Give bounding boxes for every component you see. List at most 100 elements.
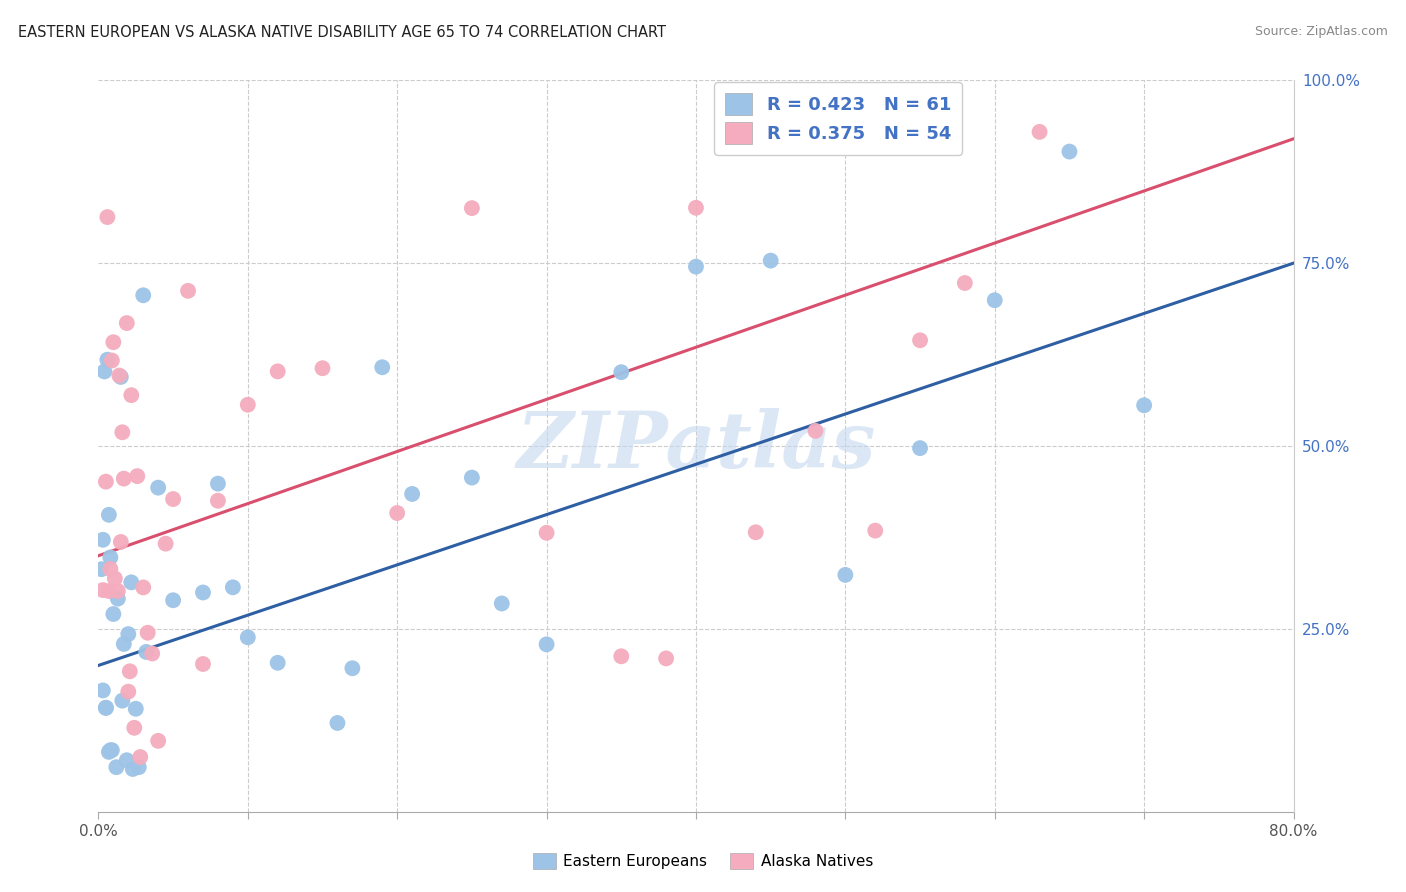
Point — [105, 847, 128, 861]
Point — [461, 201, 484, 215]
Point — [103, 607, 125, 621]
Point — [236, 398, 259, 412]
Point — [135, 645, 157, 659]
Point — [101, 743, 124, 757]
Point — [96, 352, 118, 367]
Point — [685, 201, 707, 215]
Point — [148, 734, 170, 748]
Point — [536, 525, 558, 540]
Point — [117, 684, 139, 698]
Point — [207, 493, 229, 508]
Point — [118, 869, 141, 883]
Point — [1028, 125, 1050, 139]
Point — [356, 885, 378, 892]
Point — [401, 487, 423, 501]
Point — [127, 469, 149, 483]
Point — [110, 535, 132, 549]
Point — [105, 760, 128, 774]
Point — [101, 353, 124, 368]
Point — [342, 661, 364, 675]
Point — [155, 536, 177, 550]
Point — [125, 702, 148, 716]
Point — [117, 627, 139, 641]
Point — [94, 700, 117, 714]
Point — [120, 388, 142, 402]
Point — [191, 585, 214, 599]
Point — [136, 625, 159, 640]
Point — [297, 871, 319, 886]
Legend: Eastern Europeans, Alaska Natives: Eastern Europeans, Alaska Natives — [527, 847, 879, 875]
Point — [98, 743, 122, 757]
Point — [97, 584, 120, 599]
Point — [162, 491, 184, 506]
Point — [177, 284, 200, 298]
Point — [107, 584, 129, 599]
Point — [984, 293, 1007, 308]
Point — [97, 508, 120, 522]
Point — [128, 760, 150, 774]
Point — [759, 253, 782, 268]
Point — [132, 288, 155, 302]
Point — [132, 581, 155, 595]
Point — [121, 762, 143, 776]
Point — [610, 365, 633, 379]
Point — [111, 693, 134, 707]
Point — [96, 210, 118, 224]
Point — [162, 593, 184, 607]
Point — [94, 701, 117, 715]
Point — [610, 649, 633, 664]
Point — [155, 870, 177, 884]
Point — [461, 470, 484, 484]
Point — [93, 28, 115, 42]
Point — [207, 476, 229, 491]
Point — [91, 583, 114, 598]
Point — [111, 425, 134, 440]
Point — [91, 533, 114, 547]
Point — [148, 481, 170, 495]
Point — [104, 572, 127, 586]
Point — [222, 580, 245, 594]
Point — [141, 647, 163, 661]
Point — [804, 424, 827, 438]
Point — [103, 335, 125, 350]
Point — [112, 472, 135, 486]
Text: ZIPatlas: ZIPatlas — [516, 408, 876, 484]
Point — [834, 14, 856, 29]
Point — [1133, 398, 1156, 412]
Point — [120, 575, 142, 590]
Point — [865, 524, 887, 538]
Point — [93, 364, 115, 378]
Point — [1059, 145, 1081, 159]
Point — [430, 880, 453, 892]
Point — [236, 630, 259, 644]
Point — [908, 333, 931, 347]
Point — [908, 441, 931, 455]
Point — [112, 637, 135, 651]
Point — [267, 656, 290, 670]
Point — [129, 750, 152, 764]
Point — [98, 562, 122, 576]
Point — [97, 745, 120, 759]
Point — [108, 368, 131, 383]
Point — [385, 506, 409, 520]
Point — [834, 567, 856, 582]
Point — [118, 665, 141, 679]
Point — [124, 721, 146, 735]
Point — [108, 825, 131, 839]
Point — [191, 657, 214, 671]
Point — [177, 883, 200, 892]
Point — [326, 715, 349, 730]
Point — [115, 316, 138, 330]
Point — [953, 276, 976, 290]
Text: Source: ZipAtlas.com: Source: ZipAtlas.com — [1254, 25, 1388, 38]
Point — [90, 562, 112, 576]
Text: EASTERN EUROPEAN VS ALASKA NATIVE DISABILITY AGE 65 TO 74 CORRELATION CHART: EASTERN EUROPEAN VS ALASKA NATIVE DISABI… — [18, 25, 666, 40]
Point — [371, 360, 394, 375]
Point — [98, 550, 122, 565]
Point — [267, 364, 290, 378]
Point — [536, 637, 558, 651]
Point — [745, 525, 768, 540]
Point — [685, 260, 707, 274]
Point — [94, 475, 117, 489]
Point — [107, 591, 129, 606]
